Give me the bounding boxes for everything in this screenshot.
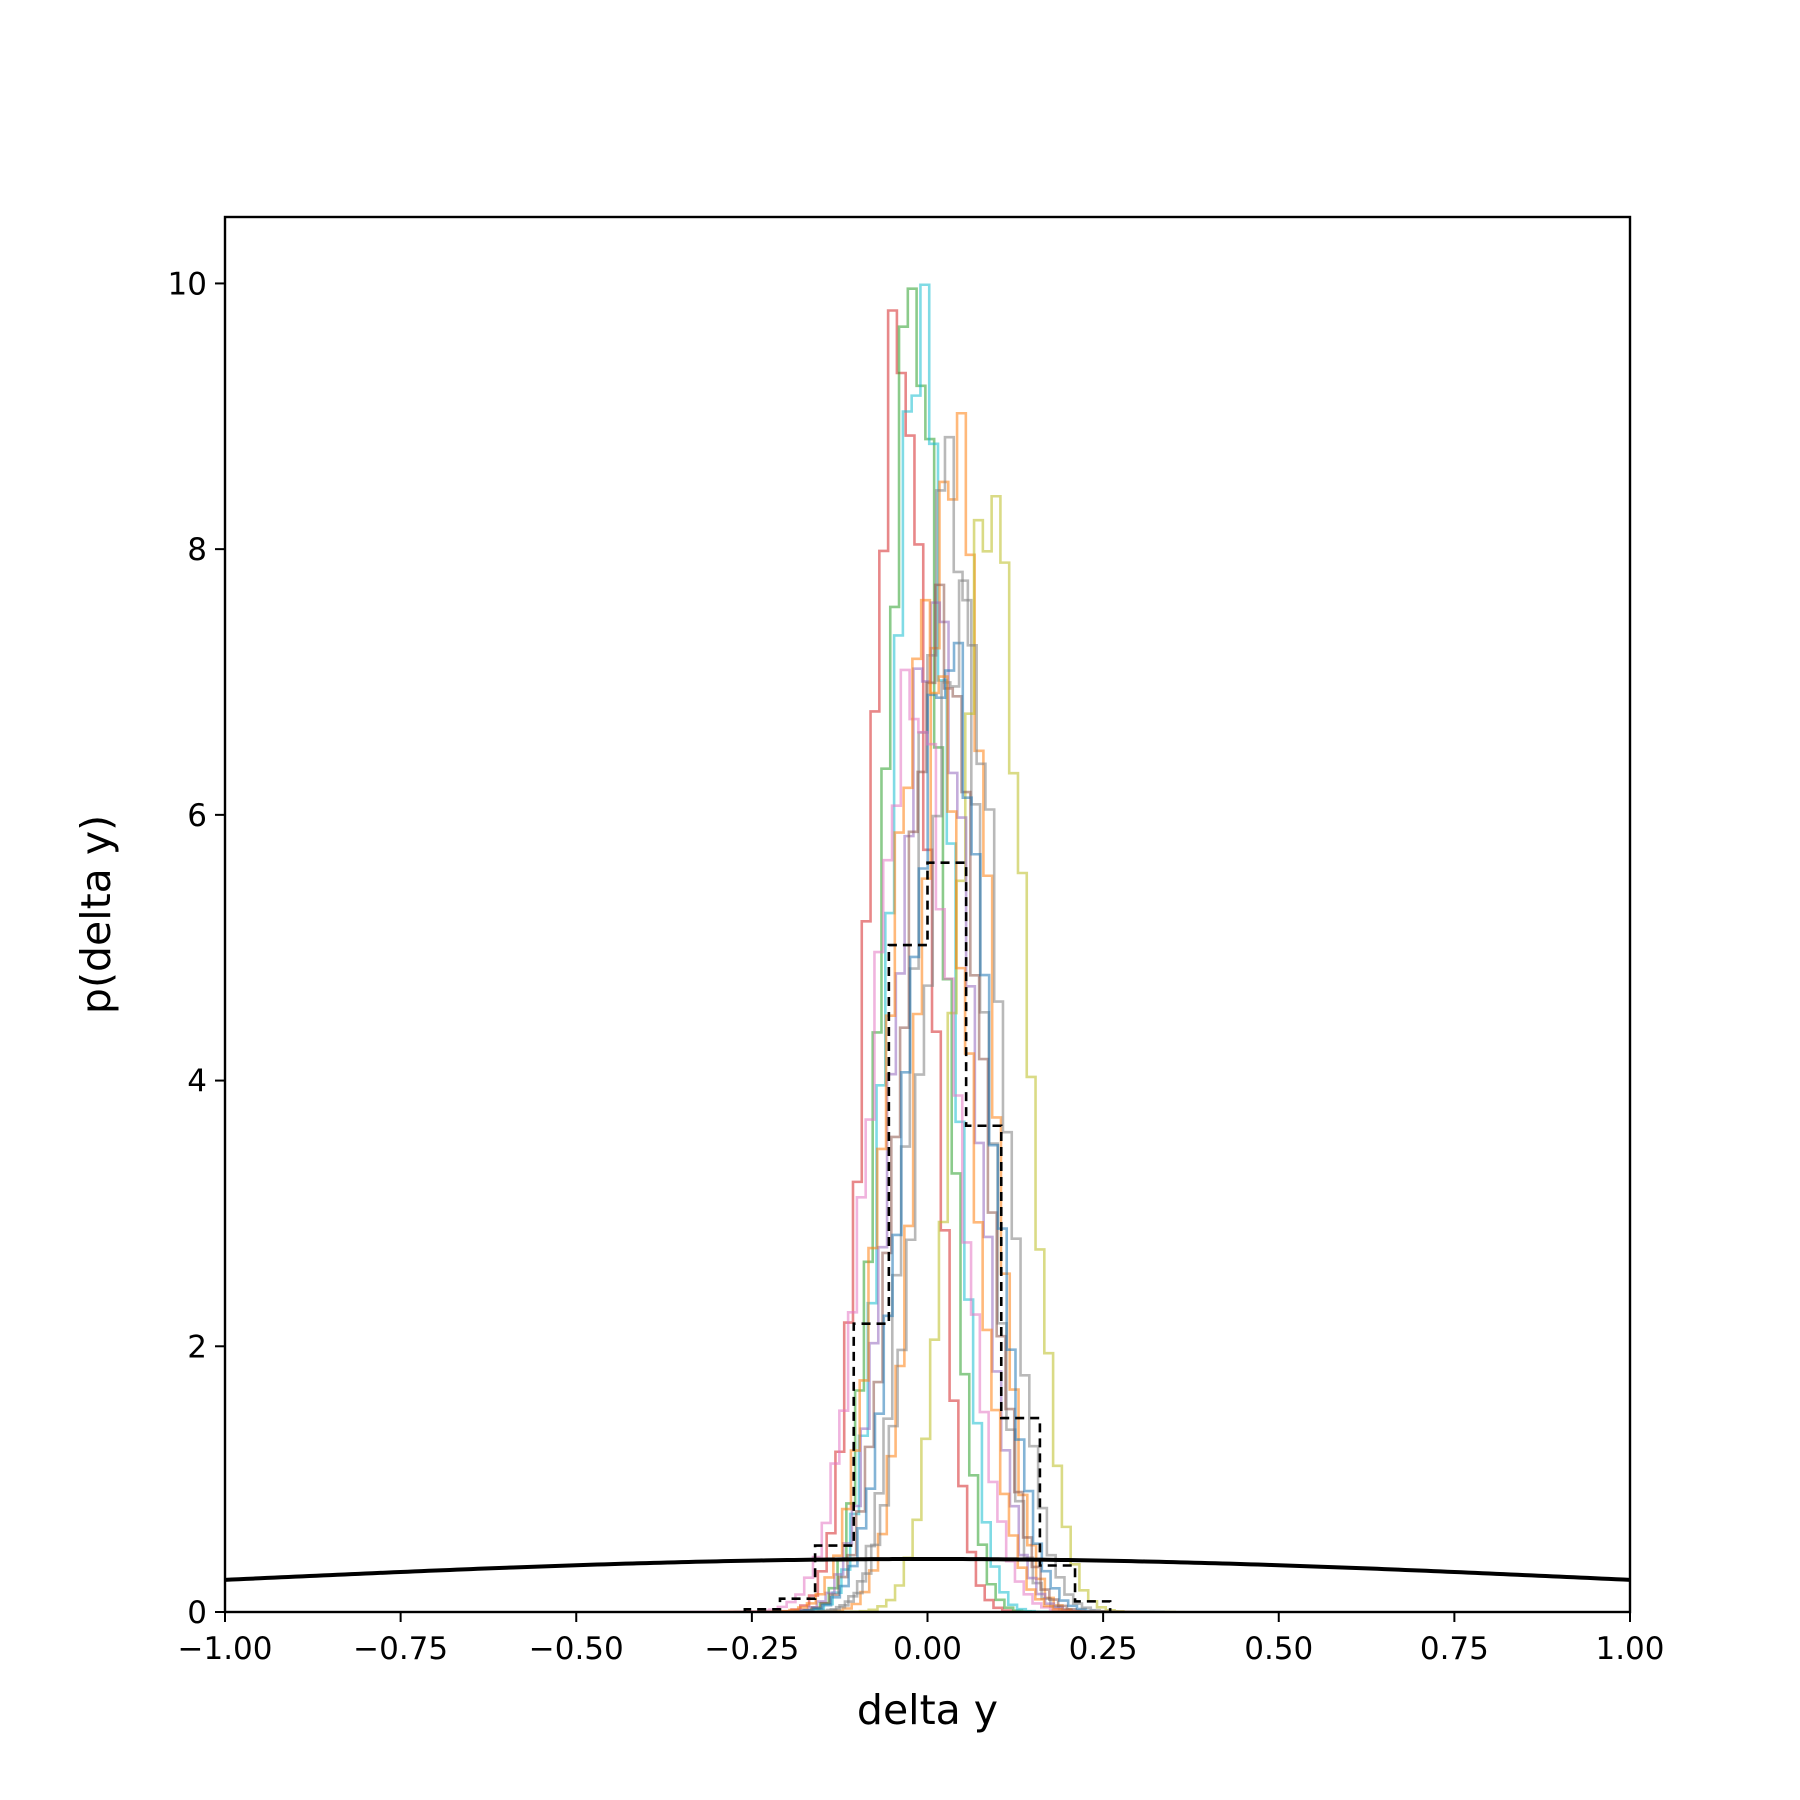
y-tick-label: 0 [187, 1595, 207, 1631]
y-tick-label: 6 [187, 798, 207, 834]
histogram-series-11 [757, 579, 1170, 1612]
histogram-series-9 [734, 641, 1165, 1612]
y-tick-label: 2 [187, 1329, 207, 1365]
x-tick-label: 0.00 [893, 1631, 962, 1667]
histogram-series-12 [719, 598, 1141, 1612]
y-axis: 0 2 4 6 8 10 [168, 266, 225, 1631]
x-tick-label: 0.75 [1420, 1631, 1489, 1667]
x-tick-label: −0.75 [353, 1631, 448, 1667]
plot-area [225, 283, 1630, 1612]
y-tick-label: 10 [168, 266, 207, 302]
x-tick-label: 1.00 [1595, 1631, 1664, 1667]
x-tick-label: −1.00 [178, 1631, 273, 1667]
aggregate-histogram [743, 861, 1112, 1612]
x-tick-label: 0.25 [1069, 1631, 1138, 1667]
y-axis-label: p(delta y) [72, 815, 120, 1014]
x-axis: −1.00 −0.75 −0.50 −0.25 0.00 0.25 0.50 0.75 1.00 [178, 1612, 1665, 1667]
reference-normal-curve [225, 1557, 1630, 1582]
x-axis-label: delta y [857, 1686, 998, 1734]
y-tick-label: 4 [187, 1064, 207, 1100]
x-tick-label: −0.50 [529, 1631, 624, 1667]
x-tick-label: 0.50 [1244, 1631, 1313, 1667]
x-tick-label: −0.25 [704, 1631, 799, 1667]
y-tick-label: 8 [187, 532, 207, 568]
